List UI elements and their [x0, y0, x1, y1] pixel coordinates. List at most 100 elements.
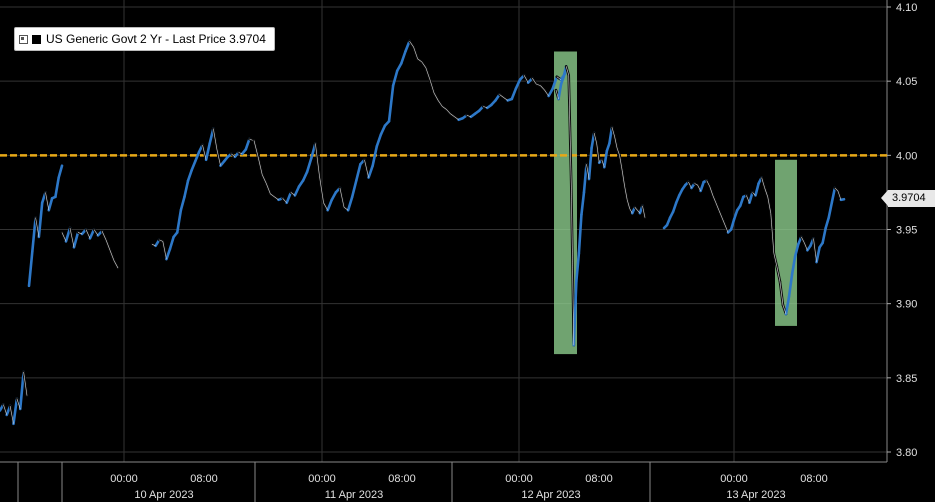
x-date-label: 12 Apr 2023: [521, 489, 580, 501]
series-segment-edge: [523, 75, 529, 83]
series-segment: [699, 180, 705, 193]
x-tick-label: 00:00: [505, 473, 533, 485]
series-segment-edge: [249, 138, 254, 141]
series-segment-edge: [837, 190, 842, 200]
series-segment-edge: [483, 106, 488, 109]
series-segment-edge: [231, 153, 236, 158]
y-tick-label: 4.00: [896, 150, 917, 162]
legend-toggle-icon[interactable]: [19, 34, 28, 44]
series-segment-edge: [709, 186, 714, 196]
series-segment: [404, 39, 411, 53]
series-segment-edge: [162, 241, 167, 260]
x-tick-label: 00:00: [308, 473, 336, 485]
series-segment: [551, 75, 559, 90]
series-segment: [387, 84, 395, 123]
series-segment: [605, 142, 611, 153]
series-segment-edge: [499, 94, 504, 98]
series-segment: [815, 246, 821, 264]
series-segment: [193, 151, 201, 163]
series-segment-edge: [614, 135, 618, 148]
series-segment-edge: [425, 67, 431, 80]
series-segment-edge: [779, 281, 784, 306]
series-segment: [830, 186, 837, 205]
series-segment-edge: [364, 159, 369, 178]
series-segment-edge: [202, 144, 207, 160]
y-tick-label: 4.10: [896, 2, 917, 14]
series-segment: [18, 370, 25, 411]
x-axis: 00:00 08:00 00:00 08:00 00:00 08:00 00:00 08:00…: [17, 462, 828, 502]
series-segment-edge: [570, 184, 575, 346]
series-segment-edge: [565, 66, 570, 76]
series-segment-edge: [315, 143, 320, 177]
x-tick-label: 08:00: [190, 473, 218, 485]
series-segment: [190, 159, 197, 172]
series-segment-edge: [688, 181, 692, 189]
x-tick-label: 08:00: [585, 473, 613, 485]
highlight-band: [554, 51, 577, 355]
series-segment-edge: [270, 193, 275, 198]
series-segment-edge: [213, 128, 218, 150]
series-segment-edge: [343, 207, 349, 211]
series-segment-edge: [642, 205, 646, 218]
series-segment-edge: [804, 242, 808, 251]
series-segment-edge: [290, 192, 296, 196]
series-segment: [547, 87, 555, 98]
last-price-tag: 3.9704: [881, 190, 935, 207]
series-segment-edge: [532, 78, 537, 85]
series-segment: [665, 216, 672, 227]
series-segment: [355, 162, 362, 182]
series-segment: [577, 213, 583, 255]
y-tick-label: 4.05: [896, 76, 917, 88]
series-segment: [821, 226, 827, 245]
series-segment: [784, 294, 791, 316]
series-segment-edge: [35, 217, 40, 237]
series-segment: [346, 195, 354, 212]
series-segment-edge: [261, 174, 267, 184]
series-segment: [186, 168, 193, 182]
series-segment-edge: [151, 244, 156, 247]
series-segment: [305, 157, 313, 173]
series-segment-edge: [718, 210, 723, 218]
series-segment: [603, 149, 609, 169]
x-tick-label: 00:00: [720, 473, 748, 485]
series-segment-edge: [437, 100, 443, 107]
series-segment: [787, 272, 794, 298]
series-segment-edge: [238, 152, 243, 155]
series-segment-edge: [409, 40, 414, 48]
series-segment-edge: [23, 371, 28, 396]
series-segment-edge: [706, 180, 711, 187]
x-date-label: 11 Apr 2023: [325, 489, 384, 501]
legend[interactable]: US Generic Govt 2 Yr - Last Price 3.9704: [14, 27, 275, 51]
series-segment-edge: [442, 106, 447, 110]
series-segment-edge: [417, 58, 422, 63]
series-segment-edge: [265, 183, 271, 195]
series-segment-edge: [282, 198, 287, 204]
highlight-band: [775, 159, 797, 326]
series-segment-edge: [433, 92, 439, 101]
series-segment: [47, 197, 54, 212]
series-segment-edge: [568, 75, 572, 186]
series-segment: [367, 164, 374, 179]
y-tick-label: 3.80: [896, 447, 917, 459]
series-segment: [748, 191, 754, 205]
legend-label: US Generic Govt 2 Yr - Last Price 3.9704: [46, 32, 266, 46]
series-segment: [824, 216, 831, 230]
series-segment: [827, 201, 834, 219]
series-segment: [793, 243, 800, 258]
series-segment-edge: [746, 195, 750, 203]
series-segment-edge: [257, 156, 263, 175]
series-segment-edge: [776, 266, 781, 282]
series-segment: [301, 170, 309, 182]
series-segment: [839, 197, 846, 202]
series-segment-edge: [556, 76, 562, 80]
series-segment-edge: [61, 232, 67, 242]
series-segment: [732, 208, 739, 221]
series-segment-edge: [536, 83, 541, 86]
series-segment-edge: [413, 46, 418, 60]
series-segment-edge: [634, 207, 638, 211]
series-segment: [400, 50, 407, 65]
x-tick-label: 00:00: [110, 473, 138, 485]
series-segment-edge: [770, 213, 775, 254]
series-segment: [559, 75, 565, 86]
